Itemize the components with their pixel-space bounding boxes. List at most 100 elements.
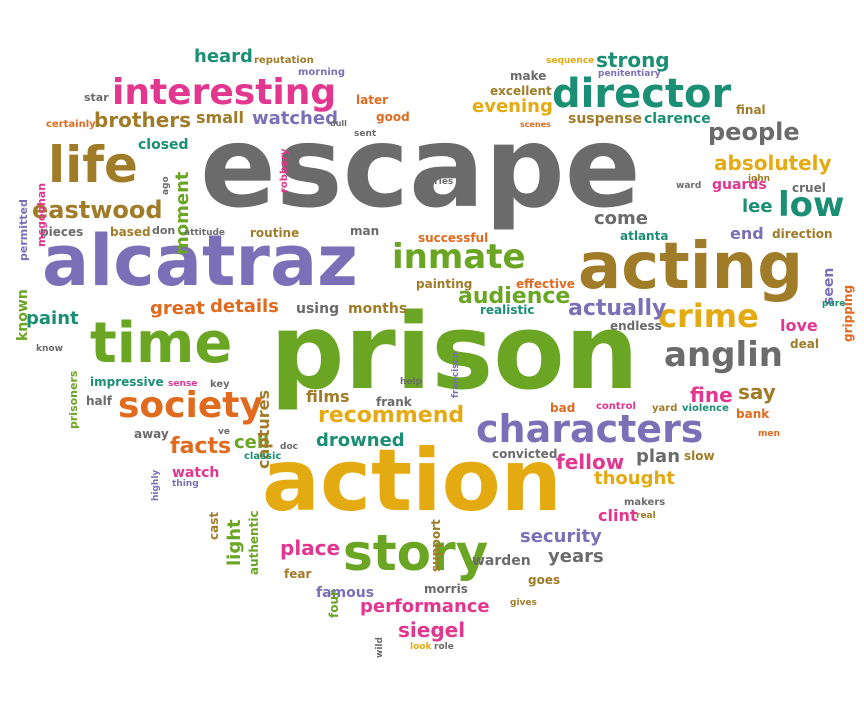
word-director: director [552, 71, 732, 117]
word-strong: strong [596, 48, 670, 72]
word-warden: warden [472, 553, 531, 569]
word-guards: guards [712, 177, 767, 193]
word-bank: bank [736, 407, 770, 421]
word-brothers: brothers [94, 108, 192, 132]
word-atlanta: atlanta [620, 229, 669, 243]
word-morris: morris [424, 582, 468, 596]
word-heard: heard [194, 46, 253, 67]
word-later: later [356, 93, 389, 107]
word-violence: violence [682, 403, 729, 414]
word-gripping: gripping [841, 284, 855, 342]
word-story: story [343, 524, 489, 582]
word-makers: makers [624, 497, 666, 508]
word-look: look [410, 642, 432, 652]
word-interesting: interesting [112, 72, 337, 113]
word-deal: deal [790, 337, 819, 351]
word-thought: thought [594, 468, 675, 489]
word-thing: thing [172, 479, 199, 489]
word-escape: escape [200, 103, 641, 233]
word-direction: direction [772, 227, 833, 241]
word-doc: doc [280, 442, 298, 452]
word-life: life [48, 136, 138, 194]
word-cell: cell [234, 432, 270, 453]
word-yard: yard [652, 403, 678, 414]
word-control: control [596, 401, 636, 412]
word-pieces: pieces [40, 225, 84, 239]
word-watch: watch [172, 465, 220, 481]
word-cruel: cruel [792, 181, 826, 195]
word-wild: wild [375, 637, 385, 659]
word-facts: facts [170, 434, 232, 459]
word-slow: slow [684, 449, 715, 463]
word-half: half [86, 394, 112, 408]
word-alcatraz: alcatraz [42, 220, 358, 302]
word-good: good [376, 110, 410, 124]
word-prisoners: prisoners [67, 370, 80, 430]
word-classic: classic [244, 451, 282, 462]
word-characters: characters [476, 407, 704, 451]
word-evening: evening [472, 96, 553, 117]
word-society: society [118, 385, 263, 426]
word-watched: watched [252, 108, 338, 129]
word-audience: audience [458, 284, 571, 309]
word-acting: acting [578, 230, 804, 304]
word-siegel: siegel [398, 618, 466, 642]
word-robbery: robbery [279, 149, 290, 194]
word-impressive: impressive [90, 375, 164, 389]
word-crime: crime [658, 297, 759, 335]
word-plan: plan [636, 446, 681, 467]
word-fellow: fellow [556, 450, 625, 474]
word-drowned: drowned [316, 430, 405, 451]
word-famous: famous [316, 585, 375, 601]
word-love: love [780, 316, 818, 335]
word-attitude: attitude [184, 228, 226, 238]
word-don: don [152, 224, 176, 237]
word-anglin: anglin [664, 335, 783, 375]
word-action: action [262, 431, 562, 531]
word-goes: goes [528, 573, 561, 587]
word-ve: ve [218, 427, 230, 437]
word-mcgoohan: mcgoohan [35, 182, 48, 247]
word-know: know [36, 344, 63, 354]
word-make: make [510, 69, 547, 83]
word-say: say [738, 380, 776, 404]
word-away: away [134, 427, 169, 441]
word-clint: clint [598, 506, 638, 525]
word-final: final [736, 103, 766, 117]
word-painting: painting [416, 277, 473, 291]
word-years: years [548, 546, 604, 567]
word-security: security [520, 526, 602, 547]
word-francisco: francisco [451, 352, 461, 399]
word-real: real [636, 511, 656, 521]
word-films: films [306, 387, 350, 406]
word-ago: ago [161, 176, 171, 195]
word-pure: pure [822, 299, 846, 309]
word-time: time [90, 311, 233, 376]
word-role: role [434, 642, 454, 652]
word-reputation: reputation [254, 55, 314, 66]
word-routine: routine [250, 226, 300, 240]
word-absolutely: absolutely [714, 151, 832, 175]
word-frank: frank [376, 395, 412, 409]
word-suspense: suspense [568, 111, 642, 127]
word-fear: fear [284, 567, 312, 581]
word-great: great [150, 298, 205, 319]
word-gives: gives [510, 598, 537, 608]
word-inmate: inmate [392, 237, 526, 277]
word-sense: sense [168, 379, 198, 389]
word-morning: morning [298, 67, 346, 78]
word-bad: bad [550, 401, 576, 415]
word-cast: cast [207, 511, 221, 540]
word-sent: sent [354, 129, 377, 139]
word-scenes: scenes [520, 120, 551, 129]
word-closed: closed [138, 137, 189, 153]
word-four: four [327, 589, 341, 618]
word-authentic: authentic [247, 510, 261, 575]
word-man: man [350, 224, 380, 238]
word-permitted: permitted [17, 199, 30, 262]
word-help: help [400, 377, 423, 387]
word-convicted: convicted [492, 447, 558, 461]
word-successful: successful [418, 231, 489, 245]
word-endless: endless [610, 319, 662, 333]
